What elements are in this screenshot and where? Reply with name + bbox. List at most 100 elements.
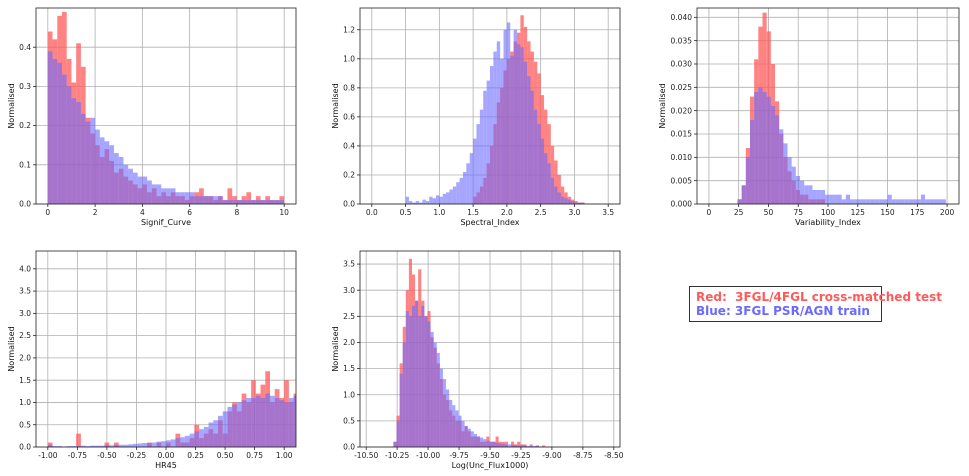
blue-bar (529, 445, 533, 447)
blue-bar (236, 402, 242, 447)
x-tick-label: -0.50 (97, 451, 117, 460)
chart-1: 0 2 4 6 8 10 0.0 0.1 0.2 0.3 0.4 Signif_Curve Normal… (7, 7, 297, 227)
y-tick-label: 2.5 (343, 312, 355, 321)
blue-bar (419, 202, 423, 204)
x-tick-label: -10.50 (354, 451, 378, 460)
blue-bar (452, 186, 457, 204)
x-axis-label: Variability_Index (795, 218, 861, 227)
y-axis-label: Normalised (7, 326, 16, 371)
blue-bar (883, 199, 888, 204)
blue-bar (412, 202, 416, 204)
blue-bar (322, 394, 327, 447)
y-tick-label: 1.2 (343, 25, 355, 34)
red-bar (554, 160, 558, 204)
blue-bar (520, 445, 524, 447)
blue-bar (85, 121, 91, 204)
blue-bar (489, 441, 493, 447)
blue-bar (933, 199, 938, 204)
blue-bar (227, 200, 233, 204)
y-tick-label: 0.015 (671, 130, 693, 139)
red-bar (374, 376, 379, 447)
y-axis-label: Normalised (7, 83, 16, 128)
blue-bar (845, 194, 851, 204)
y-axis-label: Normalised (331, 326, 340, 371)
blue-bar (313, 400, 318, 447)
blue-bar (523, 445, 527, 447)
x-tick-label: 50 (764, 208, 774, 217)
blue-bar (473, 433, 477, 447)
blue-bar (184, 192, 190, 204)
blue-bar (369, 394, 374, 447)
x-axis-label: HR45 (155, 461, 177, 470)
blue-bar (255, 200, 261, 204)
x-tick-label: 2.5 (535, 208, 547, 217)
blue-bar (427, 321, 431, 447)
blue-bar (770, 106, 776, 204)
x-tick-label: 8 (235, 208, 240, 217)
blue-bar (180, 437, 185, 447)
red-bar (322, 394, 327, 447)
x-tick-label: 200 (940, 208, 955, 217)
legend: Red: 3FGL/4FGL cross-matched test Blue: … (689, 286, 942, 322)
blue-bar (161, 441, 166, 447)
y-tick-label: 0.8 (343, 83, 355, 92)
bars (47, 11, 285, 204)
blue-bar (493, 51, 497, 204)
blue-bar (114, 153, 119, 204)
blue-bar (435, 195, 440, 204)
chart-5: -10.50 -10.25 -10.00 -9.75 -9.50 -9.25 -9.00 -8… (331, 250, 624, 470)
blue-bar (459, 177, 463, 204)
x-tick-label: 1.00 (276, 451, 293, 460)
blue-bar (452, 405, 456, 447)
blue-bar (365, 398, 370, 447)
y-tick-label: 3.5 (19, 287, 31, 296)
blue-bar (567, 199, 572, 204)
blue-bar (99, 137, 105, 204)
legend-red-label: Red: 3FGL/4FGL cross-matched test (696, 290, 942, 304)
blue-bar (415, 300, 419, 447)
blue-bar (804, 185, 809, 204)
blue-bar (825, 194, 830, 204)
blue-bar (47, 51, 53, 204)
blue-bar (929, 199, 934, 204)
blue-bar (251, 398, 256, 447)
y-tick-label: 0.4 (343, 142, 355, 151)
blue-bar (486, 440, 490, 447)
blue-bar (123, 444, 129, 447)
blue-bar (194, 196, 200, 204)
blue-bar (218, 196, 223, 204)
y-tick-label: 0.010 (671, 153, 693, 162)
blue-bar (554, 186, 558, 204)
blue-bar (57, 446, 62, 447)
legend-blue-label: Blue: 3FGL PSR/AGN train (696, 304, 870, 318)
blue-bar (123, 164, 129, 204)
y-tick-label: 0.020 (671, 106, 693, 115)
blue-bar (504, 444, 508, 447)
blue-bar (564, 198, 568, 204)
blue-bar (527, 76, 531, 204)
blue-bar (90, 445, 96, 447)
blue-bar (464, 426, 468, 447)
blue-bar (501, 443, 505, 447)
blue-bar (749, 120, 755, 204)
blue-bar (506, 22, 511, 204)
blue-bar (66, 86, 72, 204)
blue-bar (189, 192, 195, 204)
blue-bar (175, 438, 181, 447)
blue-bar (430, 332, 434, 447)
y-tick-label: 0.0 (19, 443, 31, 452)
blue-bar (147, 180, 152, 204)
blue-bar (523, 61, 528, 204)
blue-bar (232, 200, 237, 204)
y-tick-label: 1.5 (19, 376, 31, 385)
red-bar (313, 389, 318, 447)
chart-2: 0.0 0.5 1.0 1.5 2.0 2.5 3.0 3.5 0.0 0.2 0.4 0.6 0.8 1… (331, 7, 621, 227)
blue-bar (360, 407, 365, 447)
blue-bar (405, 311, 409, 447)
x-tick-label: -9.50 (480, 451, 500, 460)
axes-frame (35, 7, 297, 205)
blue-bar (912, 199, 917, 204)
blue-bar (795, 176, 801, 204)
x-tick-label: -8.75 (573, 451, 593, 460)
